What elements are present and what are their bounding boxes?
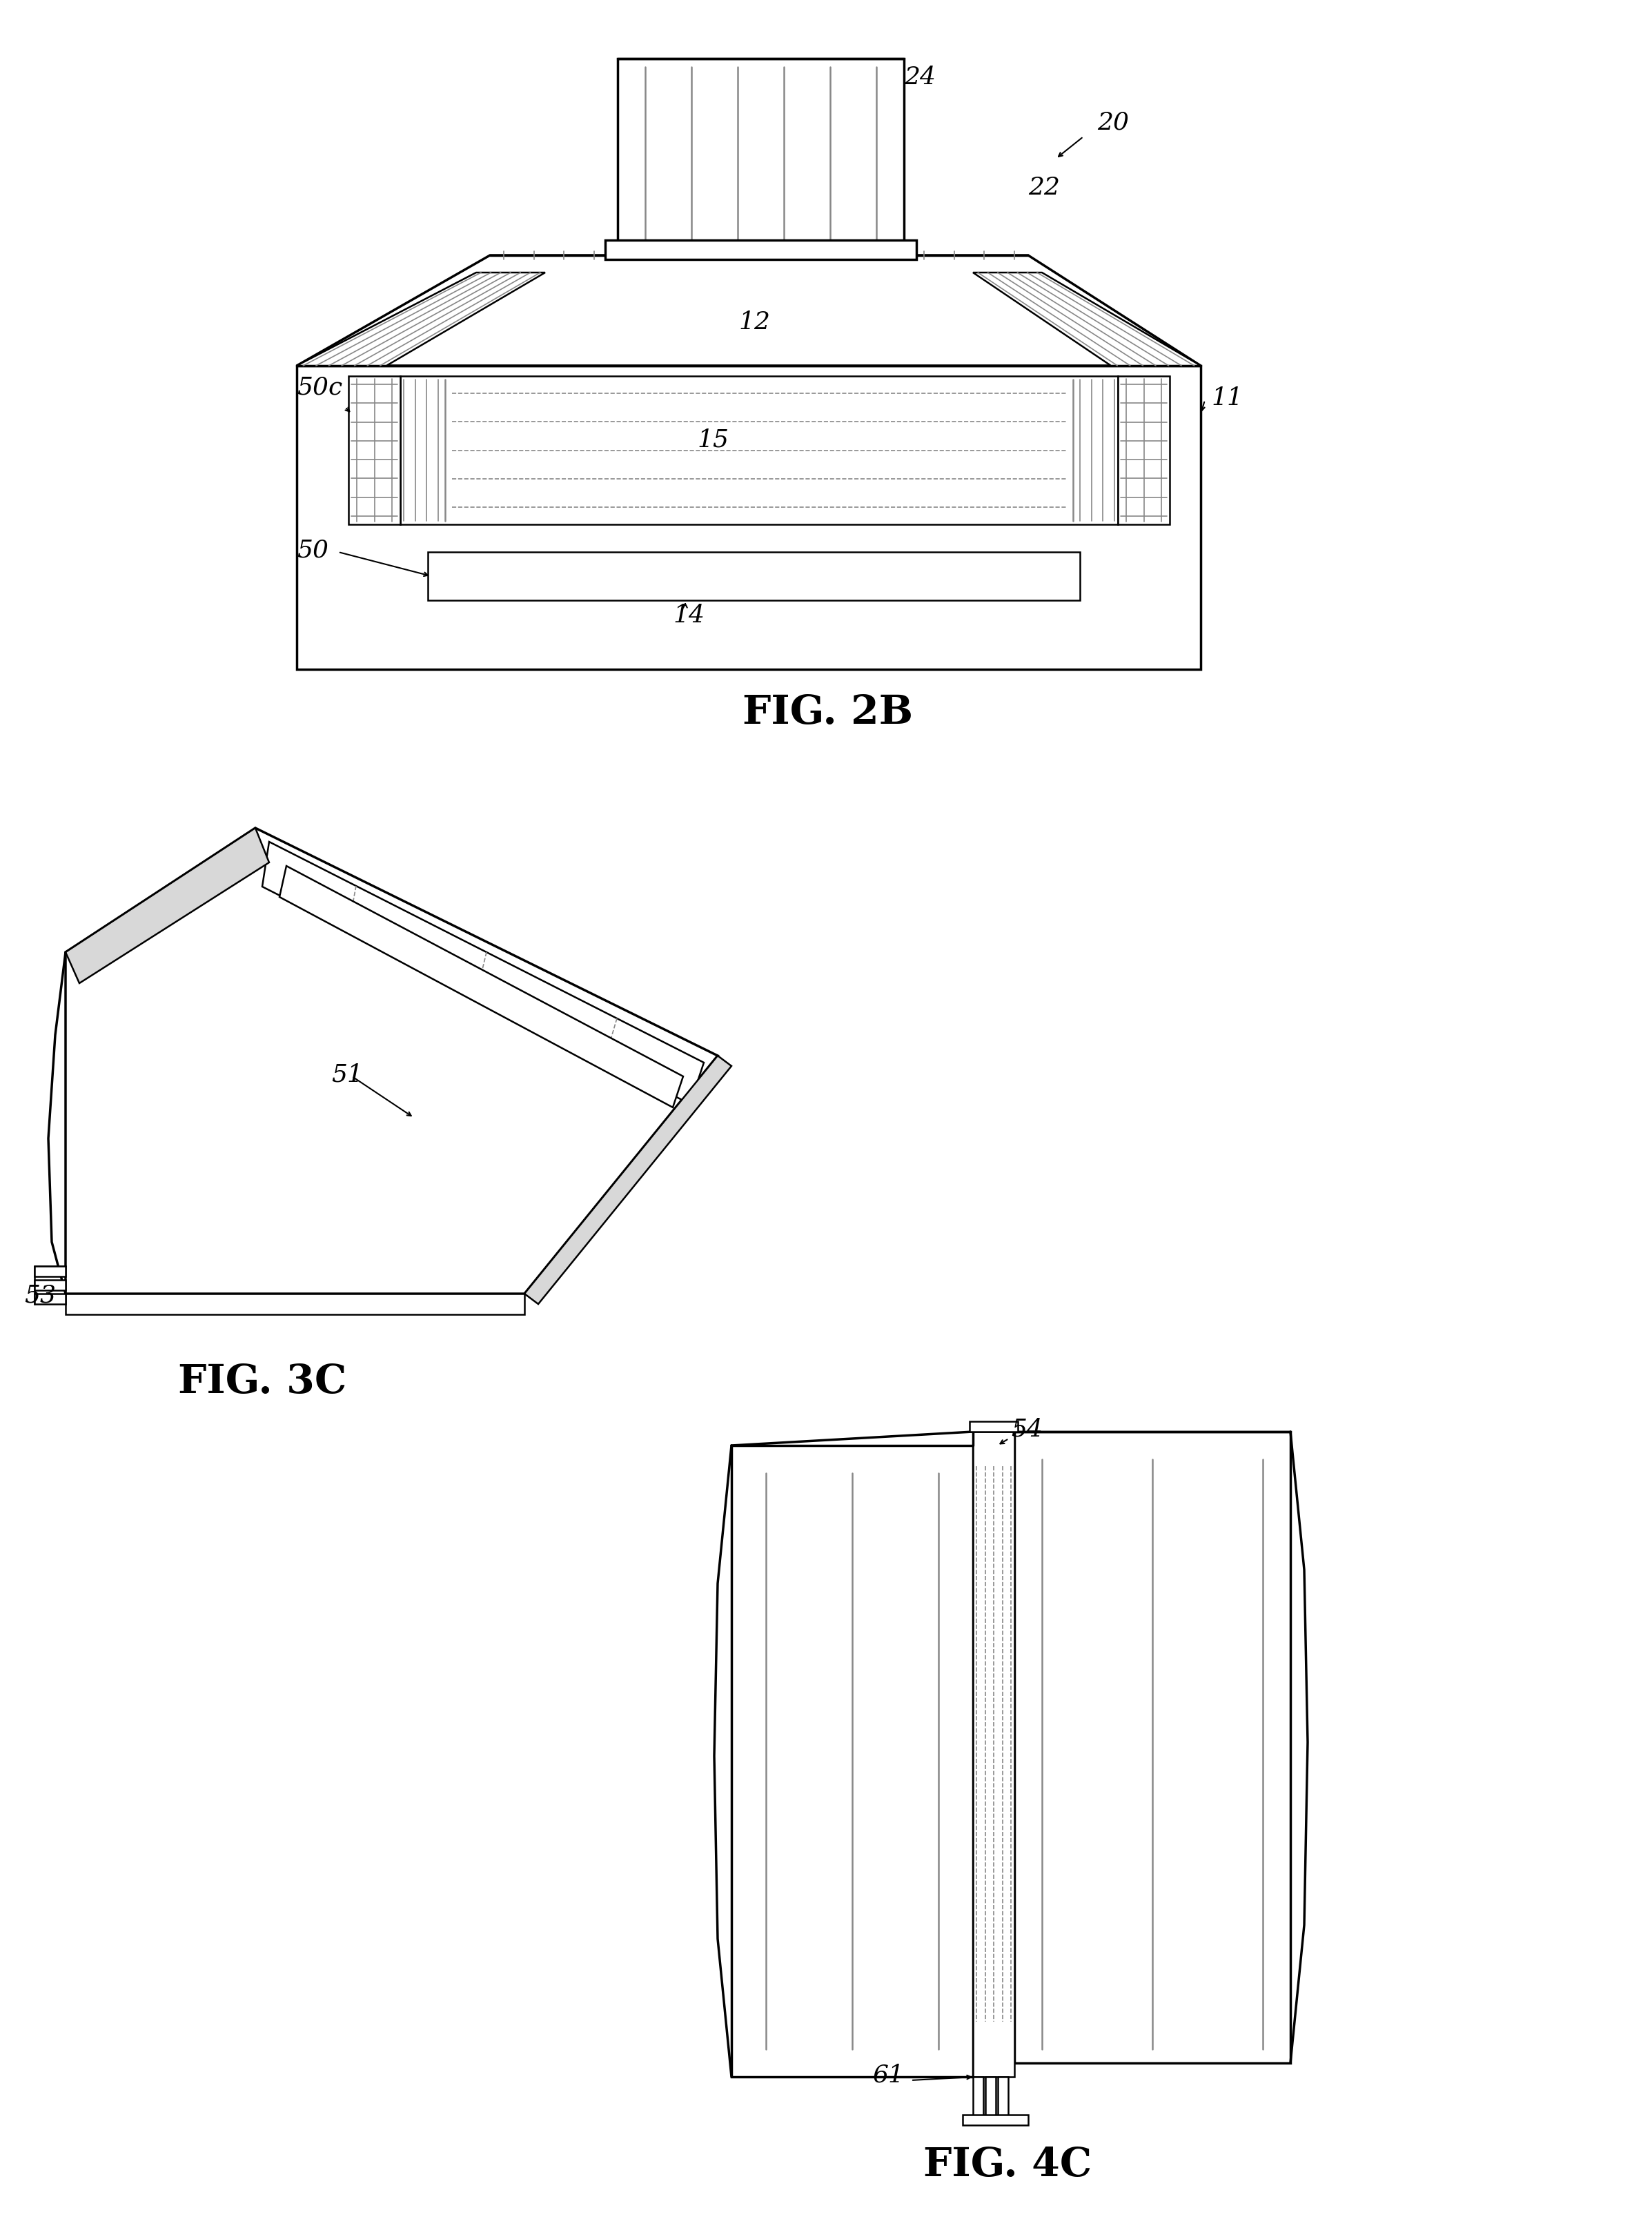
Bar [349, 377, 400, 524]
Polygon shape [973, 272, 1201, 366]
Polygon shape [66, 827, 717, 1293]
Polygon shape [279, 865, 684, 1108]
Bar [605, 241, 917, 259]
Polygon shape [297, 254, 1201, 366]
Polygon shape [973, 2076, 983, 2118]
Text: 61: 61 [872, 2063, 905, 2087]
Polygon shape [35, 1267, 66, 1276]
Text: 12: 12 [738, 310, 770, 334]
Text: 50: 50 [297, 537, 329, 562]
Polygon shape [963, 2114, 1028, 2125]
Polygon shape [973, 1432, 1014, 2076]
Text: 22: 22 [1028, 176, 1061, 198]
Polygon shape [35, 1293, 66, 1305]
Bar [400, 377, 1118, 524]
Polygon shape [263, 841, 704, 1104]
Text: 51: 51 [332, 1061, 363, 1086]
Text: 24: 24 [904, 65, 935, 89]
Text: FIG. 4C: FIG. 4C [923, 2145, 1092, 2185]
Bar [1118, 377, 1170, 524]
Polygon shape [66, 1293, 524, 1313]
Polygon shape [66, 827, 269, 983]
Polygon shape [732, 1445, 973, 2076]
Polygon shape [524, 1055, 732, 1305]
Text: 11: 11 [1211, 386, 1242, 410]
Bar [297, 366, 1201, 669]
Text: 20: 20 [1097, 112, 1128, 134]
Polygon shape [985, 2076, 996, 2118]
Text: 53: 53 [25, 1282, 56, 1307]
Polygon shape [998, 2076, 1008, 2118]
Text: FIG. 2B: FIG. 2B [743, 694, 914, 731]
Text: 14: 14 [672, 604, 704, 627]
Text: 50c: 50c [297, 377, 342, 399]
Text: 15: 15 [697, 428, 729, 450]
Polygon shape [970, 1421, 1018, 1432]
Text: FIG. 3C: FIG. 3C [178, 1363, 347, 1400]
Bar [428, 553, 1080, 600]
Polygon shape [297, 272, 545, 366]
Polygon shape [1014, 1432, 1290, 2063]
Text: 54: 54 [1011, 1418, 1042, 1441]
Polygon shape [35, 1280, 66, 1291]
Bar [618, 58, 904, 254]
